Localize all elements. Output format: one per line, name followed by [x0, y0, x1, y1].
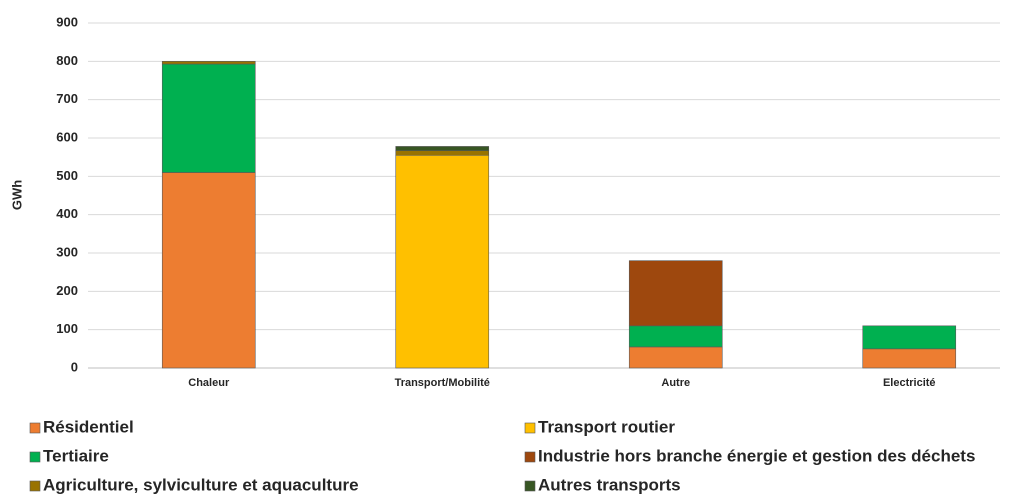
y-tick-label: 400 — [56, 206, 78, 221]
bar-segment — [161, 61, 256, 65]
legend-label: Agriculture, sylviculture et aquaculture — [43, 475, 359, 494]
bar-segment — [862, 348, 957, 369]
y-tick-label: 800 — [56, 53, 78, 68]
bar-segment — [395, 150, 490, 156]
y-tick-label: 600 — [56, 129, 78, 144]
bar-segment — [628, 325, 723, 348]
y-tick-label: 300 — [56, 244, 78, 259]
legend-label: Résidentiel — [43, 417, 134, 436]
y-tick-label: 0 — [71, 359, 78, 374]
legend-swatch — [29, 451, 41, 463]
legend-swatch — [524, 422, 536, 434]
bar-segment — [395, 154, 490, 369]
legend-label: Industrie hors branche énergie et gestio… — [538, 446, 975, 465]
y-tick-label: 200 — [56, 283, 78, 298]
bar-segment — [628, 260, 723, 327]
legend-label: Transport routier — [538, 417, 675, 436]
x-tick-label: Chaleur — [188, 377, 230, 389]
y-tick-label: 500 — [56, 168, 78, 183]
bar-segment — [862, 325, 957, 350]
legend-swatch — [524, 480, 536, 492]
bar-segment — [161, 63, 256, 173]
bar-segment — [395, 146, 490, 151]
bar-segment — [628, 346, 723, 369]
legend-swatch — [29, 480, 41, 492]
x-tick-label: Transport/Mobilité — [395, 377, 490, 389]
legend-label: Tertiaire — [43, 446, 109, 465]
y-tick-label: 700 — [56, 91, 78, 106]
legend-swatch — [524, 451, 536, 463]
x-tick-label: Electricité — [883, 377, 936, 389]
y-tick-label: 100 — [56, 321, 78, 336]
legend-swatch — [29, 422, 41, 434]
legend-label: Autres transports — [538, 475, 681, 494]
x-tick-label: Autre — [661, 377, 690, 389]
y-axis-label: GWh — [9, 180, 24, 210]
y-tick-label: 900 — [56, 14, 78, 29]
bar-segment — [161, 172, 256, 369]
